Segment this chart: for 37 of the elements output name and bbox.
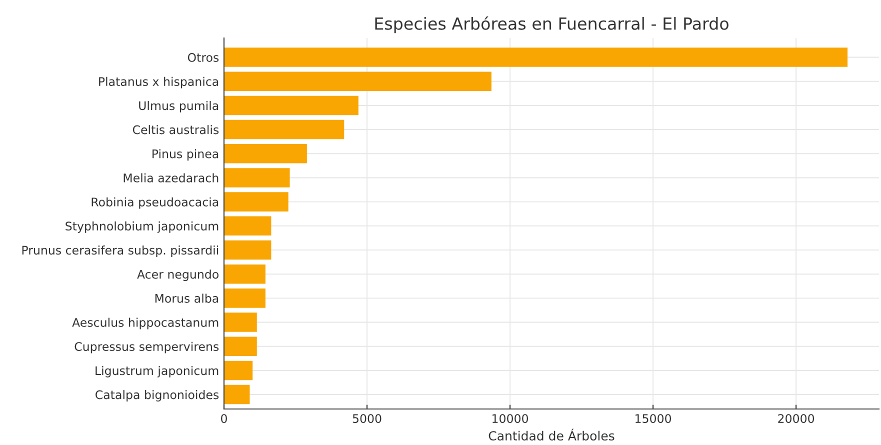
- bar: [224, 336, 257, 356]
- y-tick-label: Platanus x hispanica: [99, 76, 218, 88]
- bar: [224, 240, 272, 260]
- bar: [224, 96, 358, 116]
- bar: [224, 384, 250, 404]
- y-tick-label: Robinia pseudoacacia: [92, 197, 218, 209]
- bar: [224, 216, 272, 236]
- y-tick-label: Cupressus sempervirens: [74, 342, 219, 354]
- bar: [224, 168, 290, 188]
- x-axis-title: Cantidad de Árboles: [488, 428, 614, 441]
- bar: [224, 48, 848, 67]
- y-tick-label: Aesculus hippocastanum: [72, 318, 218, 330]
- y-tick-label: Otros: [188, 52, 219, 62]
- bar: [224, 72, 492, 91]
- x-tick-label: 10000: [492, 414, 528, 423]
- y-tick-label: Celtis australis: [132, 125, 219, 134]
- x-tick-label: 0: [221, 414, 227, 423]
- y-tick-label: Prunus cerasifera subsp. pissardii: [22, 246, 218, 257]
- bar: [224, 192, 288, 212]
- y-tick-label: Catalpa bignonioides: [96, 390, 219, 402]
- y-tick-label: Acer negundo: [137, 270, 218, 282]
- bar: [224, 312, 257, 332]
- y-tick-label: Styphnolobium japonicum: [66, 221, 218, 233]
- bar: [224, 120, 344, 140]
- bar: [224, 144, 307, 164]
- chart-title: Especies Arbóreas en Fuencarral - El Pardo: [375, 16, 728, 34]
- bar: [224, 264, 266, 284]
- y-tick-label: Ulmus pumila: [139, 100, 218, 112]
- x-tick-label: 5000: [352, 414, 382, 423]
- x-tick-label: 20000: [778, 414, 814, 423]
- y-tick-label: Pinus pinea: [152, 149, 218, 161]
- y-tick-label: Melia azedarach: [124, 173, 218, 182]
- y-tick-label: Ligustrum japonicum: [96, 366, 218, 378]
- bar: [224, 360, 253, 380]
- bar: [224, 288, 266, 308]
- x-tick-label: 15000: [636, 414, 672, 423]
- y-tick-label: Morus alba: [155, 294, 218, 303]
